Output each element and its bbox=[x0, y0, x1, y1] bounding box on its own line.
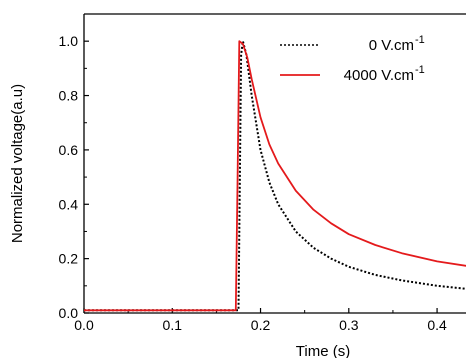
y-tick-label: 0.8 bbox=[59, 88, 79, 104]
y-tick-label: 0.4 bbox=[59, 196, 79, 212]
series-line-1 bbox=[84, 40, 466, 312]
y-tick-label: 0.6 bbox=[59, 142, 79, 158]
x-axis-title: Time (s) bbox=[296, 343, 350, 358]
y-axis-title: Normalized voltage(a.u) bbox=[9, 84, 26, 243]
y-tick-label: 0.2 bbox=[59, 251, 79, 267]
legend-superscript-0: -1 bbox=[415, 34, 425, 46]
axes: 0.00.10.20.30.40.50.60.70.00.20.40.60.81… bbox=[59, 13, 466, 333]
x-tick-label: 0.4 bbox=[427, 317, 447, 333]
x-tick-label: 0.2 bbox=[251, 317, 271, 333]
x-tick-label: 0.1 bbox=[163, 317, 183, 333]
legend-label-1: 4000 V.cm bbox=[344, 67, 414, 84]
y-tick-label: 1.0 bbox=[59, 33, 79, 49]
y-tick-label: 0.0 bbox=[59, 305, 79, 321]
series-layer bbox=[84, 40, 466, 312]
x-tick-label: 0.0 bbox=[74, 317, 94, 333]
legend-label-0: 0 V.cm bbox=[369, 37, 414, 54]
x-tick-label: 0.3 bbox=[339, 317, 359, 333]
legend-superscript-1: -1 bbox=[415, 64, 425, 76]
